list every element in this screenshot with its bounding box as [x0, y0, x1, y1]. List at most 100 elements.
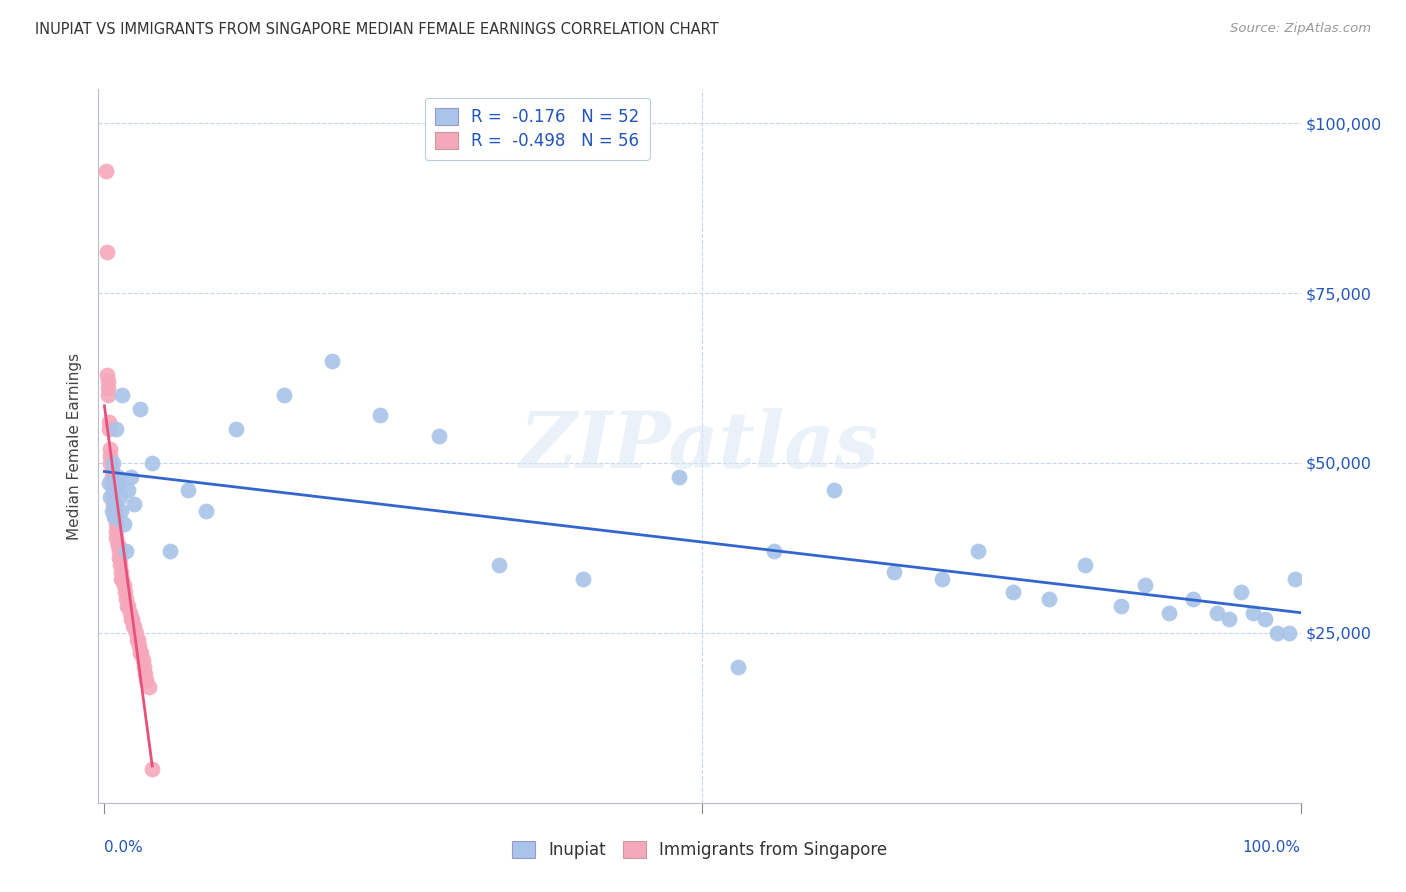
Point	[763, 544, 786, 558]
Legend: Inupiat, Immigrants from Singapore: Inupiat, Immigrants from Singapore	[505, 834, 894, 866]
Point	[727, 660, 749, 674]
Point	[1109, 599, 1132, 613]
Point	[100, 463, 122, 477]
Point	[103, 510, 125, 524]
Point	[114, 585, 136, 599]
Point	[1157, 606, 1180, 620]
Point	[100, 503, 122, 517]
Point	[118, 606, 141, 620]
Point	[1241, 606, 1264, 620]
Point	[823, 483, 845, 498]
Point	[141, 456, 163, 470]
Point	[120, 469, 142, 483]
Point	[134, 666, 156, 681]
Point	[108, 490, 131, 504]
Point	[96, 245, 118, 260]
Point	[966, 544, 988, 558]
Point	[104, 497, 127, 511]
Point	[107, 544, 129, 558]
Point	[1229, 585, 1251, 599]
Point	[931, 572, 953, 586]
Point	[103, 503, 125, 517]
Point	[110, 503, 132, 517]
Point	[107, 476, 129, 491]
Point	[100, 469, 122, 483]
Point	[105, 531, 128, 545]
Point	[98, 476, 121, 491]
Point	[97, 375, 120, 389]
Point	[121, 612, 143, 626]
Point	[108, 558, 131, 572]
Point	[103, 497, 125, 511]
Point	[115, 544, 138, 558]
Point	[120, 612, 142, 626]
Point	[111, 388, 134, 402]
Point	[110, 565, 132, 579]
Point	[108, 551, 131, 566]
Point	[128, 640, 150, 654]
Point	[1284, 572, 1306, 586]
Point	[1074, 558, 1097, 572]
Point	[117, 599, 139, 613]
Point	[427, 429, 450, 443]
Point	[1038, 591, 1060, 606]
Point	[883, 565, 905, 579]
Point	[124, 626, 146, 640]
Point	[1253, 612, 1275, 626]
Point	[98, 415, 121, 429]
Point	[488, 558, 510, 572]
Point	[104, 503, 127, 517]
Point	[1181, 591, 1204, 606]
Point	[97, 388, 120, 402]
Point	[1265, 626, 1288, 640]
Point	[195, 503, 218, 517]
Point	[321, 354, 343, 368]
Point	[115, 599, 138, 613]
Point	[101, 490, 124, 504]
Point	[135, 673, 157, 688]
Text: INUPIAT VS IMMIGRANTS FROM SINGAPORE MEDIAN FEMALE EARNINGS CORRELATION CHART: INUPIAT VS IMMIGRANTS FROM SINGAPORE MED…	[35, 22, 718, 37]
Point	[112, 517, 135, 532]
Point	[101, 483, 124, 498]
Point	[1205, 606, 1227, 620]
Point	[141, 762, 163, 776]
Point	[138, 680, 160, 694]
Point	[104, 510, 127, 524]
Point	[110, 572, 132, 586]
Point	[100, 449, 122, 463]
Point	[1133, 578, 1156, 592]
Point	[100, 490, 122, 504]
Point	[96, 368, 118, 382]
Point	[129, 646, 152, 660]
Point	[1277, 626, 1299, 640]
Point	[273, 388, 295, 402]
Point	[122, 619, 145, 633]
Point	[124, 619, 146, 633]
Point	[98, 422, 121, 436]
Point	[177, 483, 200, 498]
Point	[101, 456, 124, 470]
Point	[127, 632, 149, 647]
Point	[101, 483, 124, 498]
Text: 100.0%: 100.0%	[1243, 840, 1301, 855]
Text: ZIPatlas: ZIPatlas	[520, 408, 879, 484]
Point	[107, 469, 129, 483]
Point	[100, 456, 122, 470]
Point	[105, 524, 128, 538]
Point	[107, 537, 129, 551]
Point	[107, 551, 129, 566]
Point	[105, 517, 128, 532]
Point	[115, 591, 138, 606]
Point	[117, 483, 139, 498]
Point	[94, 163, 117, 178]
Point	[107, 537, 129, 551]
Text: 0.0%: 0.0%	[104, 840, 143, 855]
Point	[105, 422, 128, 436]
Point	[129, 401, 152, 416]
Text: Source: ZipAtlas.com: Source: ZipAtlas.com	[1230, 22, 1371, 36]
Point	[101, 497, 124, 511]
Point	[368, 409, 391, 423]
Point	[100, 476, 122, 491]
Point	[1218, 612, 1240, 626]
Point	[131, 653, 153, 667]
